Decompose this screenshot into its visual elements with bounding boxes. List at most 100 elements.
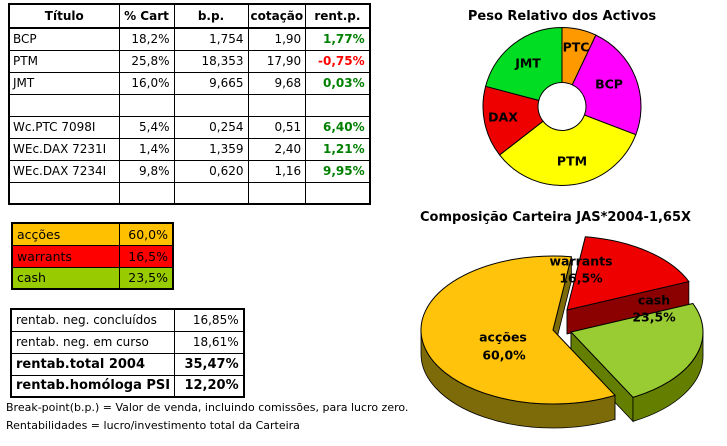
cell-rentp: 9,95% (305, 159, 371, 183)
cell-cotacao: 2,40 (247, 137, 307, 161)
returns-row: rentab. neg. em curso 18,61% (10, 330, 245, 354)
chart-label: BCP (595, 77, 623, 92)
cell-rentp: 0,03% (305, 71, 371, 95)
col-header-bp: b.p. (173, 3, 249, 29)
table-row: BCP 18,2% 1,754 1,90 1,77% (8, 27, 371, 51)
cell-titulo: BCP (8, 27, 120, 51)
allocation-label: acções (11, 222, 120, 246)
cell-cotacao: 9,68 (247, 71, 307, 95)
cell-cart: 9,8% (118, 159, 175, 183)
cell-cotacao: 17,90 (247, 49, 307, 73)
cell-rentp: 1,21% (305, 137, 371, 161)
table-row: Wc.PTC 7098I 5,4% 0,254 0,51 6,40% (8, 115, 371, 139)
returns-table: rentab. neg. concluídos 16,85% rentab. n… (10, 308, 245, 398)
pie-slice-warrants (566, 236, 690, 335)
chart-label: PTC (563, 40, 590, 55)
returns-label: rentab. neg. em curso (10, 330, 176, 354)
cell-titulo: JMT (8, 71, 120, 95)
table-row-empty (8, 93, 371, 117)
allocation-row: warrants 16,5% (11, 244, 174, 268)
allocation-label: warrants (11, 244, 120, 268)
cell-titulo: WEc.DAX 7231I (8, 137, 120, 161)
cell-empty (247, 181, 307, 205)
chart-label: 16,5% (559, 271, 603, 286)
cell-rentp: 1,77% (305, 27, 371, 51)
allocation-value: 60,0% (118, 222, 174, 246)
returns-value: 18,61% (174, 330, 245, 354)
cell-rentp: 6,40% (305, 115, 371, 139)
returns-row: rentab. neg. concluídos 16,85% (10, 308, 245, 332)
cell-bp: 1,359 (173, 137, 249, 161)
donut-chart: PTC BCP PTM DAX JMT (482, 26, 642, 186)
donut-chart-title: Peso Relativo dos Activos (467, 9, 657, 24)
table-row: JMT 16,0% 9,665 9,68 0,03% (8, 71, 371, 95)
cell-cart: 16,0% (118, 71, 175, 95)
chart-label: PTM (557, 154, 587, 169)
cell-titulo: PTM (8, 49, 120, 73)
cell-empty (305, 93, 371, 117)
table-row-empty (8, 181, 371, 205)
allocation-label: cash (11, 266, 120, 290)
cell-titulo: Wc.PTC 7098I (8, 115, 120, 139)
table-row: PTM 25,8% 18,353 17,90 -0,75% (8, 49, 371, 73)
allocation-value: 16,5% (118, 244, 174, 268)
cell-rentp: -0,75% (305, 49, 371, 73)
allocation-row: acções 60,0% (11, 222, 174, 246)
allocation-row: cash 23,5% (11, 266, 174, 290)
cell-empty (173, 93, 249, 117)
footnote-breakpoint: Break-point(b.p.) = Valor de venda, incl… (6, 401, 409, 414)
table-header-row: Título % Cart b.p. cotação rent.p. (8, 3, 371, 29)
cell-cart: 25,8% (118, 49, 175, 73)
cell-empty (8, 93, 120, 117)
chart-label: JMT (514, 56, 541, 71)
cell-cotacao: 0,51 (247, 115, 307, 139)
cell-bp: 0,620 (173, 159, 249, 183)
cell-titulo: WEc.DAX 7234I (8, 159, 120, 183)
col-header-cart: % Cart (118, 3, 175, 29)
cell-cart: 5,4% (118, 115, 175, 139)
cell-cotacao: 1,90 (247, 27, 307, 51)
col-header-titulo: Título (8, 3, 120, 29)
chart-label: acções (479, 330, 527, 345)
returns-value: 35,47% (174, 352, 245, 376)
returns-label: rentab. neg. concluídos (10, 308, 176, 332)
cell-empty (173, 181, 249, 205)
cell-cart: 18,2% (118, 27, 175, 51)
cell-empty (247, 93, 307, 117)
chart-label: DAX (488, 110, 518, 125)
footnote-rentabilidades: Rentabilidades = lucro/investimento tota… (6, 419, 300, 432)
cell-bp: 18,353 (173, 49, 249, 73)
cell-empty (305, 181, 371, 205)
col-header-rentp: rent.p. (305, 3, 371, 29)
cell-bp: 1,754 (173, 27, 249, 51)
portfolio-table: Título % Cart b.p. cotação rent.p. BCP 1… (8, 3, 371, 205)
chart-label: 23,5% (632, 310, 676, 325)
donut-slice-PTM (498, 114, 637, 186)
donut-slice-JMT (485, 26, 563, 101)
returns-value: 16,85% (174, 308, 245, 332)
returns-value: 12,20% (174, 374, 245, 398)
pie3d-chart-title: Composição Carteira JAS*2004-1,65X (420, 210, 692, 225)
returns-row-total: rentab.total 2004 35,47% (10, 352, 245, 376)
cell-bp: 0,254 (173, 115, 249, 139)
cell-bp: 9,665 (173, 71, 249, 95)
cell-empty (118, 181, 175, 205)
donut-slice-BCP (571, 34, 642, 136)
table-row: WEc.DAX 7231I 1,4% 1,359 2,40 1,21% (8, 137, 371, 161)
chart-label: 60,0% (482, 348, 526, 363)
table-row: WEc.DAX 7234I 9,8% 0,620 1,16 9,95% (8, 159, 371, 183)
returns-label: rentab.total 2004 (10, 352, 176, 376)
allocation-value: 23,5% (118, 266, 174, 290)
returns-row-benchmark: rentab.homóloga PSI 12,20% (10, 374, 245, 398)
chart-label: warrants (549, 254, 612, 269)
cell-cart: 1,4% (118, 137, 175, 161)
cell-cotacao: 1,16 (247, 159, 307, 183)
cell-empty (8, 181, 120, 205)
returns-label: rentab.homóloga PSI (10, 374, 176, 398)
chart-label: cash (638, 293, 670, 308)
cell-empty (118, 93, 175, 117)
allocation-table: acções 60,0% warrants 16,5% cash 23,5% (11, 222, 174, 290)
pie3d-chart: warrants 16,5% cash 23,5% acções 60,0% (420, 236, 704, 429)
pie-slice-acções (420, 255, 616, 429)
col-header-cotacao: cotação (247, 3, 307, 29)
